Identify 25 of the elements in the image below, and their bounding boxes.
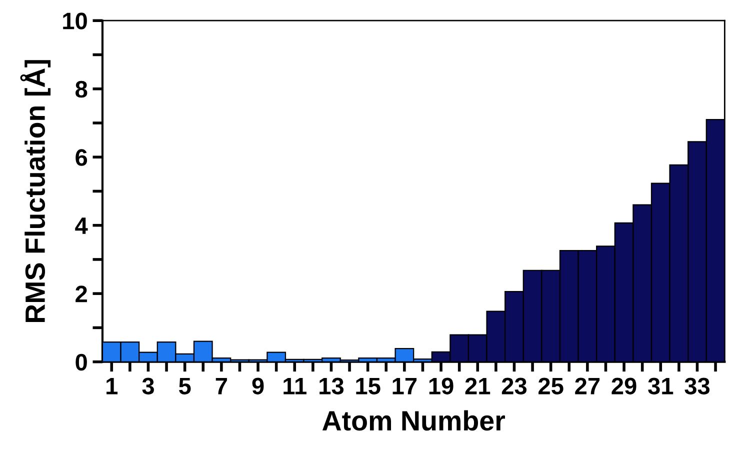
x-tick-label: 33 [684, 378, 710, 394]
y-tick-label: 8 [76, 80, 88, 98]
x-tick-label: 23 [502, 378, 527, 394]
x-tick-label: 13 [320, 378, 344, 394]
y-tick-label: 6 [76, 149, 88, 166]
x-tick-label: 9 [252, 378, 264, 394]
x-tick-label: 17 [392, 378, 417, 394]
y-tick-label: 4 [75, 218, 88, 234]
x-tick-label: 3 [142, 378, 154, 394]
x-tick-label: 15 [356, 378, 380, 394]
x-tick-label: 7 [216, 378, 227, 394]
y-tick-label: 0 [76, 354, 87, 371]
x-tick-label: 25 [538, 378, 564, 394]
x-tick-label: 27 [575, 378, 600, 394]
x-axis-title: Atom Number [322, 410, 505, 431]
y-tick-label: 2 [76, 286, 87, 302]
x-tick-label: 21 [465, 378, 490, 394]
x-tick-label: 29 [612, 378, 636, 394]
y-axis-title: RMS Fluctuation [Å] [20, 60, 51, 322]
x-tick-label: 31 [648, 378, 674, 394]
x-tick-label: 5 [178, 378, 191, 394]
x-tick-label: 11 [284, 378, 306, 394]
x-tick-label: 1 [106, 378, 118, 394]
x-tick-label: 19 [429, 378, 454, 394]
y-tick-label: 10 [63, 12, 87, 30]
